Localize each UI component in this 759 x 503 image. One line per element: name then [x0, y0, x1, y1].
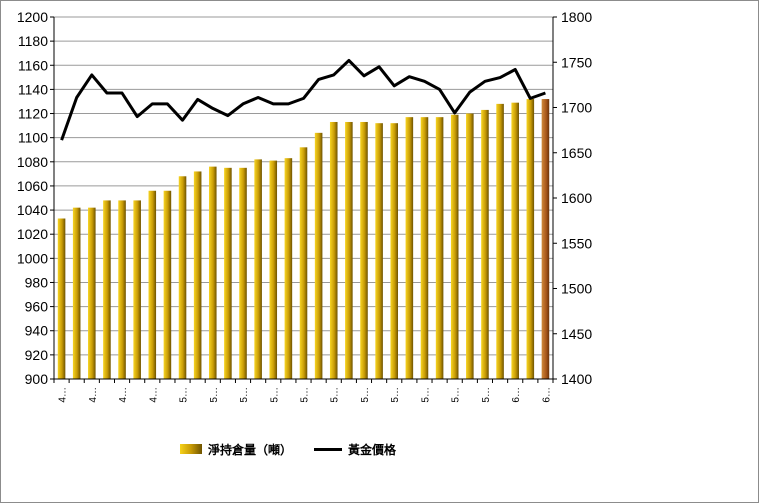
left-axis-label: 960 [25, 299, 49, 315]
left-axis-label: 1200 [17, 9, 48, 25]
left-axis-label: 900 [25, 371, 49, 387]
bar [133, 200, 141, 379]
bar [375, 123, 383, 379]
right-axis-label: 1750 [561, 54, 592, 70]
legend-item-gold-price: 黃金價格 [314, 441, 396, 458]
bar [254, 159, 262, 379]
bar [345, 121, 353, 379]
left-axis-label: 1060 [17, 178, 48, 194]
bar [496, 103, 504, 379]
left-axis-label: 920 [25, 347, 49, 363]
bar [541, 99, 550, 379]
legend: 淨持倉量（噸） 黃金價格 [180, 439, 418, 459]
bar [390, 123, 399, 379]
x-axis-label: 4… [148, 387, 159, 403]
x-axis-label: 5… [420, 387, 431, 403]
x-axis-label: 4… [58, 387, 69, 403]
legend-label-gold-price: 黃金價格 [348, 442, 397, 457]
x-axis-label: 5… [330, 387, 341, 403]
bar [178, 176, 187, 379]
right-axis-label: 1450 [561, 326, 592, 342]
bar [208, 166, 217, 379]
bar [405, 117, 414, 380]
right-axis-label: 1400 [561, 371, 592, 387]
bar [450, 114, 459, 380]
left-axis-labels: 900 920 940 960 980 1000 1020 1040 1060 1080 1100 1… [17, 9, 48, 387]
x-axis-label: 5… [209, 387, 220, 403]
x-axis-label: 6… [511, 387, 522, 403]
legend-line-swatch [314, 447, 343, 451]
legend-label-holdings: 淨持倉量（噸） [208, 442, 293, 457]
left-axis-label: 980 [25, 274, 49, 290]
legend-bar-swatch [180, 444, 202, 454]
bar [193, 171, 202, 379]
right-axis-label: 1650 [561, 145, 592, 161]
left-axis-label: 940 [25, 323, 49, 339]
axes [50, 16, 557, 383]
x-axis-label: 5… [481, 387, 492, 403]
left-axis-label: 1020 [17, 226, 48, 242]
left-axis-label: 1040 [17, 202, 48, 218]
x-axis-label: 5… [360, 387, 371, 403]
right-axis-label: 1600 [561, 190, 592, 206]
bar [118, 200, 126, 379]
left-axis-label: 1120 [18, 106, 48, 122]
bar [314, 132, 323, 379]
bar [239, 167, 247, 379]
bar [269, 160, 278, 379]
bar [88, 207, 96, 379]
right-axis-label: 1700 [561, 100, 592, 116]
bar [148, 190, 157, 379]
left-axis-label: 1160 [18, 57, 48, 73]
bar [360, 121, 368, 379]
price-line [60, 58, 546, 141]
x-axis-label: 4… [118, 387, 129, 403]
x-axis-label: 6… [541, 387, 552, 403]
bar [511, 102, 519, 379]
bar [224, 167, 232, 379]
bar [163, 190, 172, 379]
bar [526, 99, 535, 379]
x-axis-label: 5… [179, 387, 190, 403]
x-axis-label: 5… [300, 387, 311, 403]
bar [420, 117, 429, 380]
bar [72, 207, 81, 379]
bar [284, 158, 293, 379]
left-axis-label: 1000 [17, 250, 48, 266]
right-axis-label: 1550 [561, 235, 592, 251]
x-axis-label: 5… [390, 387, 401, 403]
x-axis-label: 5… [269, 387, 280, 403]
right-axis-labels: 1400 1450 1500 1550 1600 1650 1700 1750 1800 [561, 9, 592, 387]
left-axis-label: 1080 [17, 154, 48, 170]
left-axis-label: 1180 [18, 33, 48, 49]
right-axis-label: 1800 [561, 9, 592, 25]
right-axis-label: 1500 [561, 281, 592, 297]
bar [481, 109, 489, 379]
bar [329, 121, 338, 379]
gold-price-line [60, 58, 546, 141]
x-axis-labels: 4… 4… 4… 4… 5… 5… 5… 5… 5… 5… 5… 5… 5… 5… 5… 6… 6… [58, 387, 553, 403]
bars [57, 99, 550, 380]
legend-item-holdings: 淨持倉量（噸） [180, 441, 292, 458]
x-axis-label: 4… [88, 387, 99, 403]
left-axis-label: 1100 [18, 130, 48, 146]
bar [57, 218, 66, 379]
left-axis-label: 1140 [18, 81, 48, 97]
bar [466, 113, 474, 380]
bar [435, 117, 444, 380]
x-axis-label: 5… [451, 387, 462, 403]
bar [299, 147, 308, 379]
x-axis-label: 5… [239, 387, 250, 403]
bar [103, 200, 111, 379]
